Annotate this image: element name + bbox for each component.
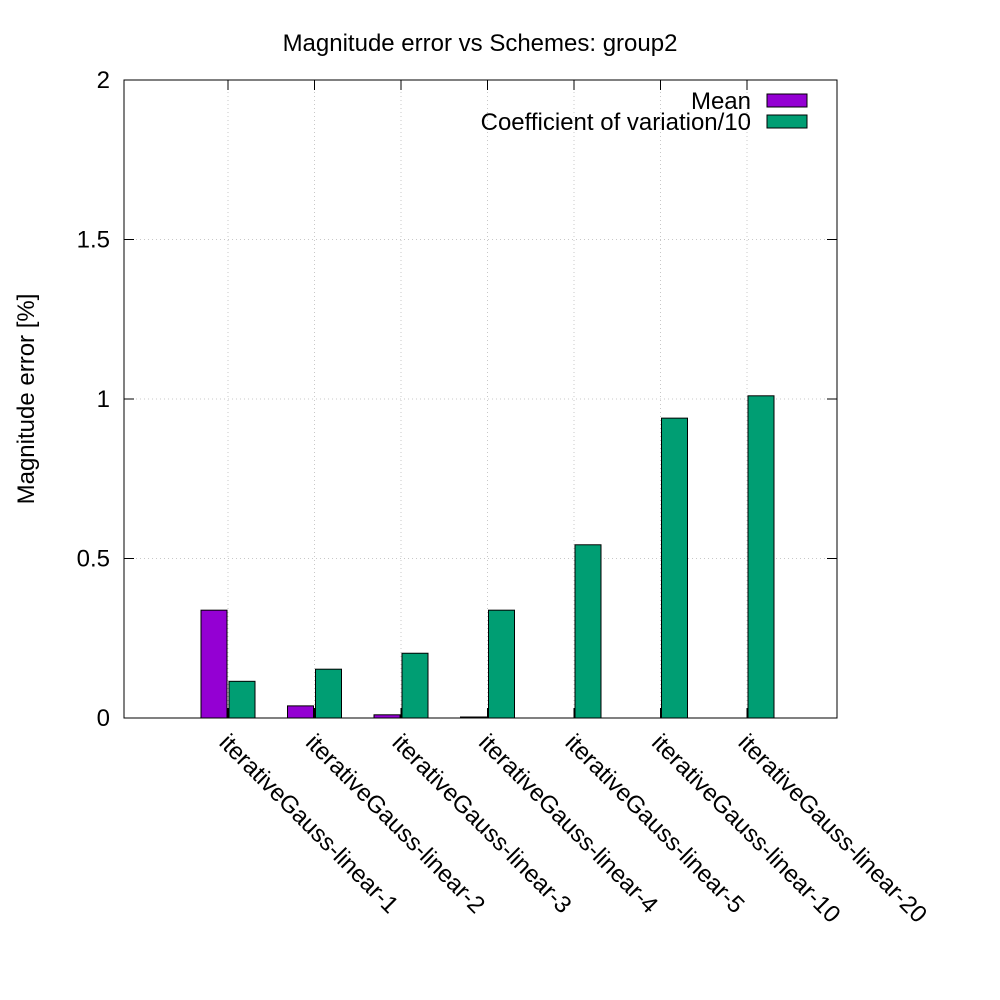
bar-mean-2 xyxy=(287,705,314,719)
bar-cov-6 xyxy=(661,417,688,719)
legend-swatch-1 xyxy=(766,93,808,108)
bar-cov-5 xyxy=(574,544,602,719)
bars-layer xyxy=(200,395,775,719)
y-tick-label: 0 xyxy=(97,705,110,732)
y-axis-label: Magnitude error [%] xyxy=(13,294,40,505)
x-tick-label: iterativeGauss-linear-1 xyxy=(214,729,404,919)
bar-cov-4 xyxy=(488,609,515,719)
axis-layer: 00.511.52iterativeGauss-linear-1iterativ… xyxy=(77,67,932,928)
y-tick-label: 1.5 xyxy=(77,227,110,254)
legend-label-1: Mean xyxy=(691,88,751,115)
bar-cov-2 xyxy=(315,668,342,719)
plot-border xyxy=(123,79,838,719)
legend-label-2: Coefficient of variation/10 xyxy=(481,109,751,136)
chart-title: Magnitude error vs Schemes: group2 xyxy=(283,30,678,57)
bar-cov-7 xyxy=(747,395,775,719)
y-tick-label: 0.5 xyxy=(77,546,110,573)
y-tick-label: 2 xyxy=(97,67,110,94)
bar-cov-3 xyxy=(401,652,429,719)
legend-swatch-2 xyxy=(766,114,808,129)
bar-mean-1 xyxy=(200,609,228,719)
y-tick-label: 1 xyxy=(97,386,110,413)
grid-layer xyxy=(124,80,837,718)
bar-cov-1 xyxy=(228,680,256,719)
